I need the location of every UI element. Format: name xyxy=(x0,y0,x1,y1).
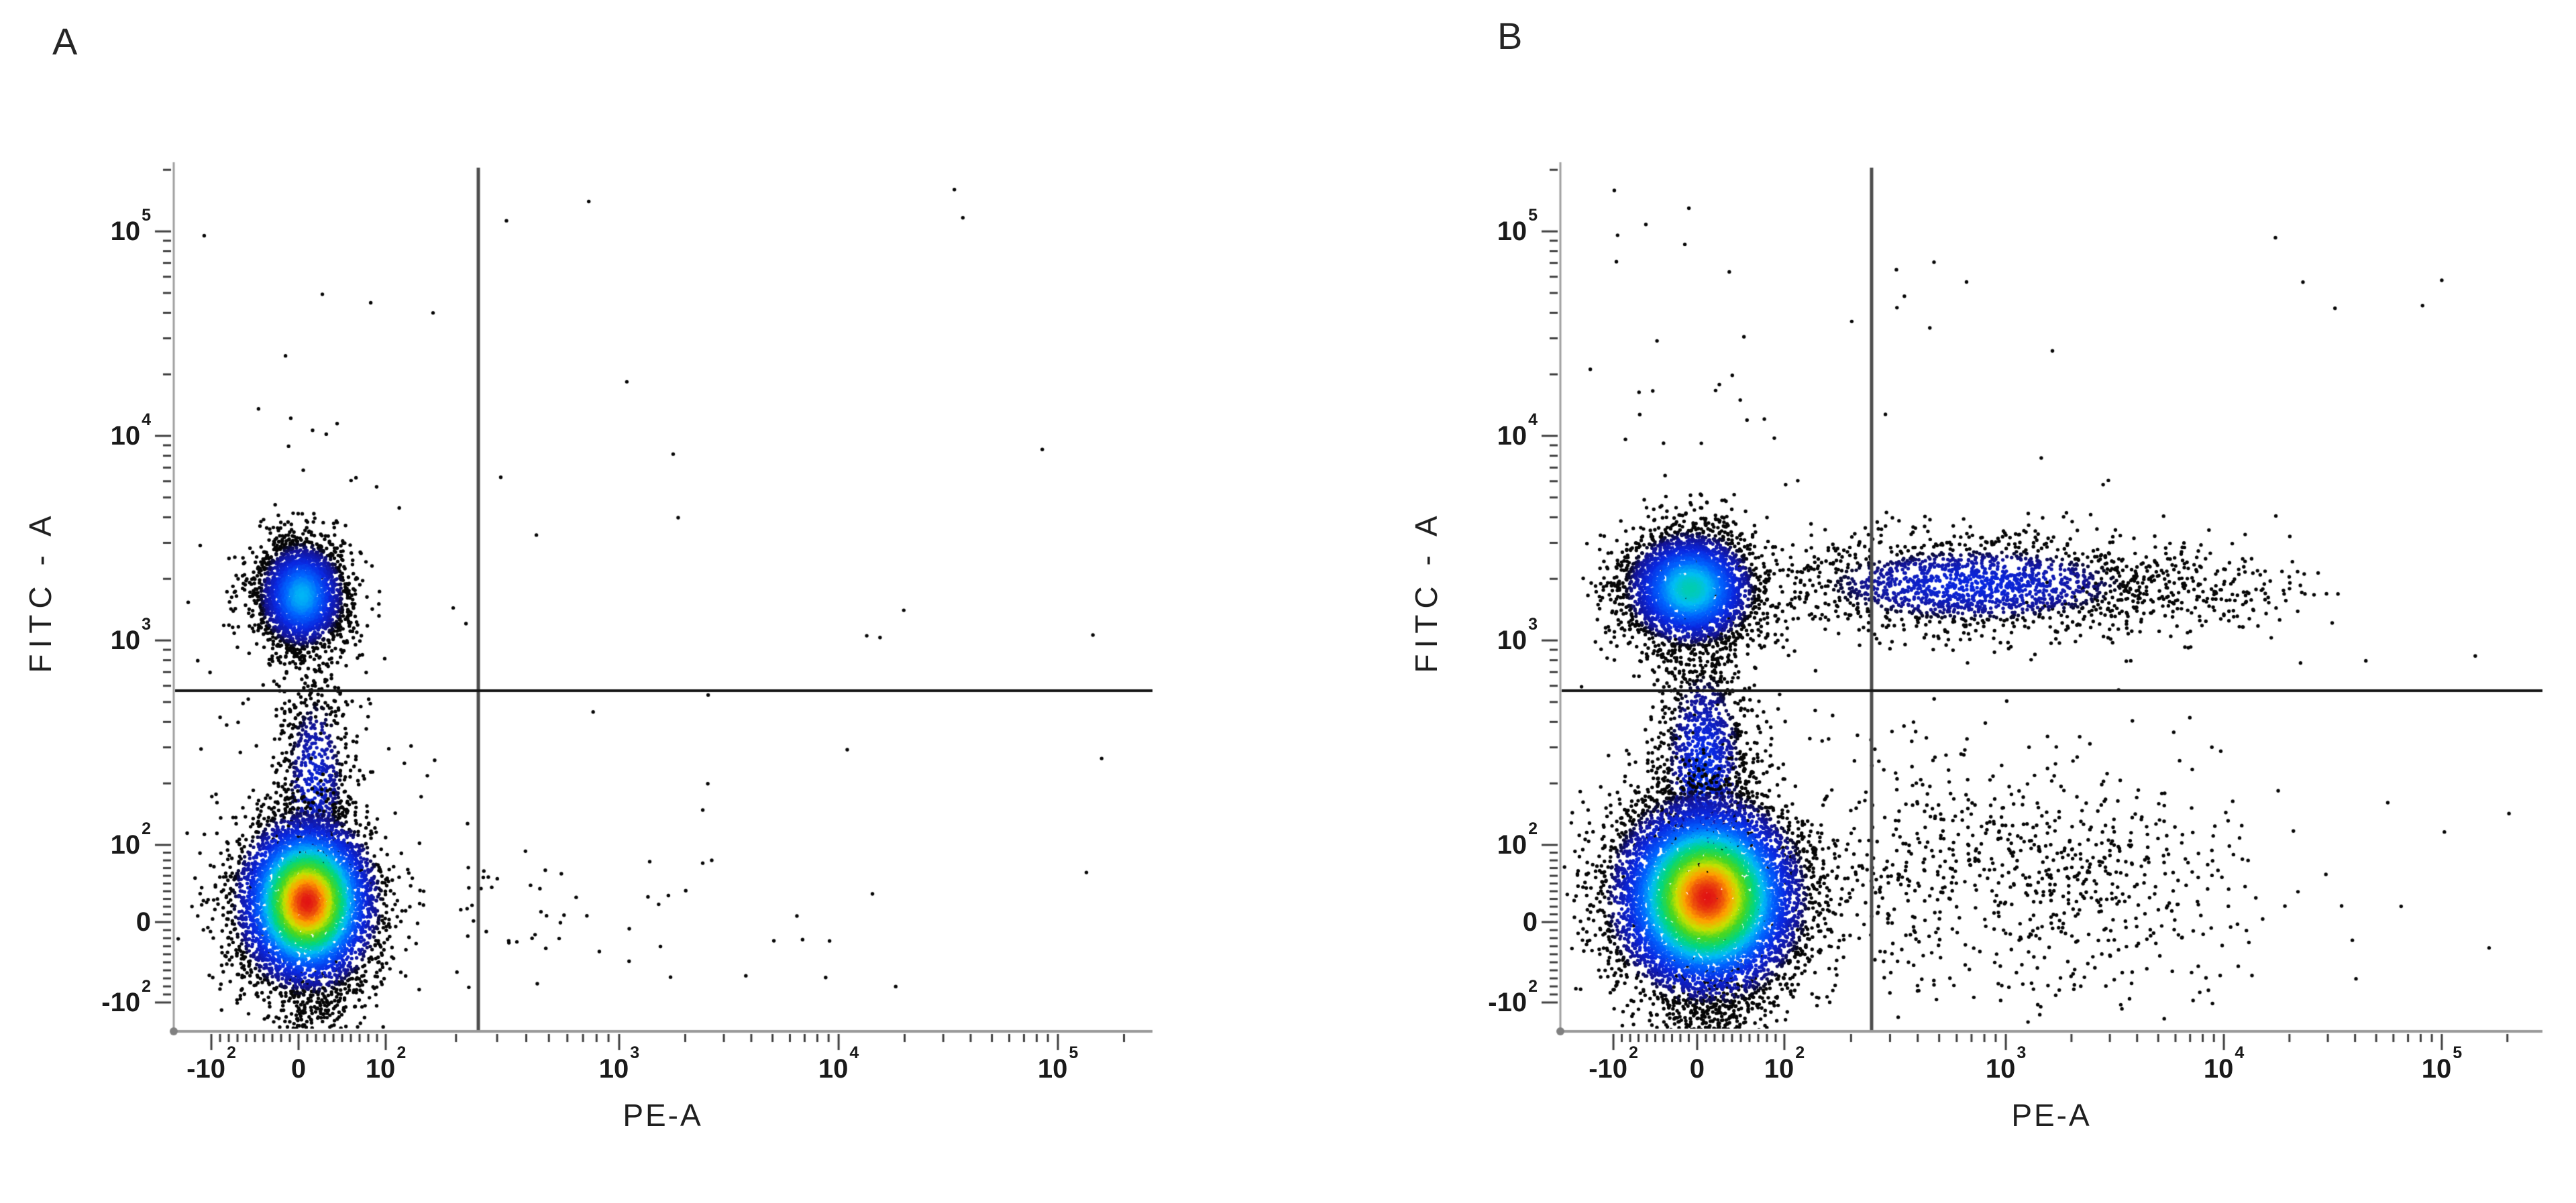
y-axis-tick-label: 0 xyxy=(136,907,151,937)
x-axis-tick-label: 102 xyxy=(1764,1043,1805,1084)
y-axis-tick-label: 105 xyxy=(110,205,151,247)
y-axis-tick-label: 102 xyxy=(110,819,151,860)
x-axis-title-pe-a-panel-a: PE-A xyxy=(623,1098,703,1133)
y-axis-tick-label: 105 xyxy=(1497,205,1538,247)
y-axis-title-fitc-a-panel-b: FITC - A xyxy=(1409,510,1444,673)
y-axis-tick-label: 0 xyxy=(1522,907,1538,937)
x-axis-tick-label: -102 xyxy=(186,1043,236,1084)
y-axis-tick-label: 104 xyxy=(1497,410,1538,451)
y-axis-tick-label: 103 xyxy=(110,614,151,656)
x-axis-tick-label: 103 xyxy=(598,1043,640,1084)
y-axis-tick-label: 103 xyxy=(1497,614,1538,656)
x-axis-tick-label: 104 xyxy=(818,1043,859,1084)
x-axis-tick-label: 105 xyxy=(2421,1043,2463,1084)
x-axis-tick-label: 104 xyxy=(2203,1043,2245,1084)
x-axis-tick-label: 0 xyxy=(290,1054,307,1084)
x-axis-tick-label: 0 xyxy=(1689,1054,1705,1084)
x-axis-tick-label: -102 xyxy=(1589,1043,1638,1084)
x-axis-tick-label: 102 xyxy=(365,1043,407,1084)
panel-label-a: A xyxy=(52,20,78,62)
panel-label-b: B xyxy=(1497,15,1523,57)
x-axis-tick-label: 105 xyxy=(1037,1043,1079,1084)
x-axis-title-pe-a-panel-b: PE-A xyxy=(2011,1098,2092,1133)
y-axis-tick-label: 102 xyxy=(1497,819,1538,860)
x-axis-tick-label: 103 xyxy=(1985,1043,2027,1084)
y-axis-tick-label: -102 xyxy=(101,976,151,1017)
y-axis-tick-label: 104 xyxy=(110,410,151,451)
y-axis-tick-label: -102 xyxy=(1488,976,1538,1017)
y-axis-title-fitc-a-panel-a: FITC - A xyxy=(23,510,58,673)
